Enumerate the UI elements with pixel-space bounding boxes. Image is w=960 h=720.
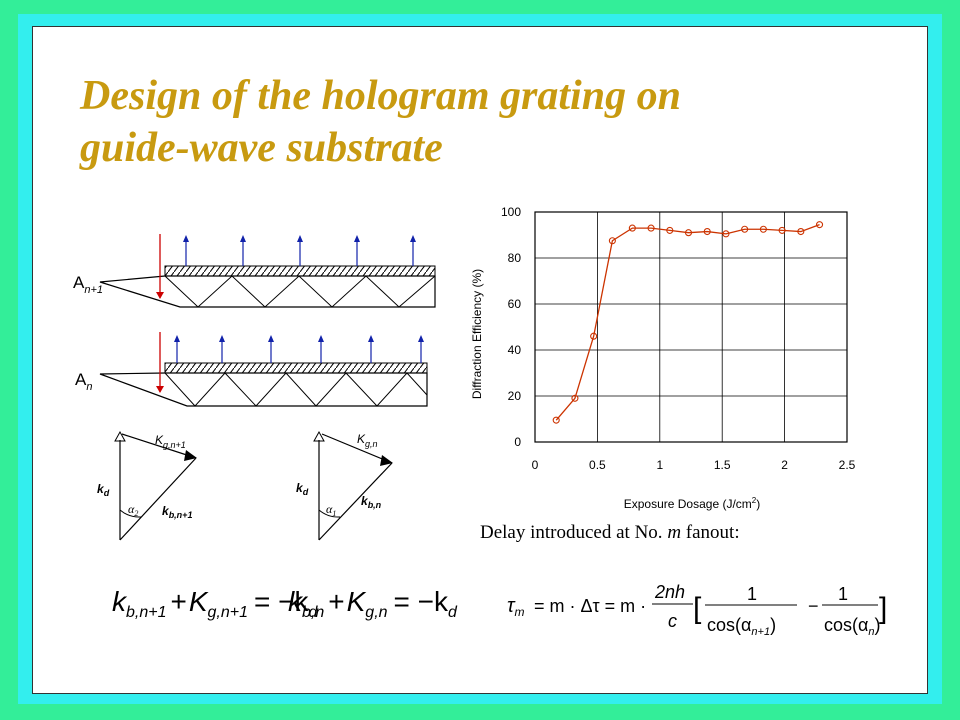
tri1-kg-label: Kg,n+1	[155, 433, 186, 450]
title-line-1: Design of the hologram grating on	[80, 73, 681, 119]
tri1-angle-arc	[119, 509, 142, 518]
chart-data-point	[797, 228, 805, 236]
upper-substrate	[99, 275, 436, 308]
upper-input-arrowhead	[156, 292, 164, 299]
tri1-kg-arrowhead	[184, 450, 197, 461]
lower-waveguide: An	[75, 332, 428, 407]
lower-output-arrowheads	[174, 335, 424, 342]
caption-variable: m	[667, 522, 682, 543]
eq3-denominator: c	[668, 611, 677, 631]
eq3-mid: = m · Δτ = m ·	[534, 596, 646, 616]
eq1-text: kb,n+1 +Kg,n+1 = −kd	[112, 586, 319, 621]
chart-data-point	[759, 225, 767, 233]
chart-x-axis-label: Exposure Dosage (J/cm2)	[624, 496, 761, 511]
tri2-kd-label: kd	[296, 481, 309, 497]
chart-data-point	[684, 229, 693, 237]
tri2-kd-arrowhead	[313, 430, 325, 442]
chart-data-point	[722, 230, 730, 238]
chart-data-point	[666, 226, 674, 234]
chart-y-tick-label: 40	[508, 343, 522, 357]
eq3-tau: τm	[507, 595, 524, 619]
label-a-n1: An+1	[73, 273, 103, 296]
chart-data-point	[703, 228, 711, 236]
chart-grid	[534, 211, 848, 443]
chart-data-point	[590, 332, 598, 340]
chart-y-tick-label: 20	[508, 389, 522, 403]
eq3-left-bracket: [	[693, 592, 702, 625]
eq3-one-right: 1	[838, 584, 848, 604]
chart-plot-frame	[534, 211, 848, 443]
tri1-kg-vector	[121, 433, 197, 459]
eq3-numerator: 2nh	[654, 582, 685, 602]
chart-ticks: 0 0.5 1 1.5 2 2.5 0 20 40 60 80 100	[501, 205, 856, 472]
slide-content-area	[32, 26, 928, 694]
chart-x-tick-label: 1	[656, 458, 663, 472]
chart-y-tick-label: 100	[501, 205, 521, 219]
equation-1: kb,n+1 +Kg,n+1 = −kd	[112, 586, 319, 621]
chart-series	[552, 221, 824, 424]
chart-x-tick-label: 2.5	[839, 458, 856, 472]
tri1-kd-arrowhead	[114, 430, 126, 442]
chart-y-tick-label: 0	[514, 435, 521, 449]
chart-data-point	[628, 224, 636, 232]
title-line-2: guide-wave substrate	[80, 125, 443, 171]
tri2-kg-label: Kg,n	[357, 432, 378, 449]
vector-triangle-1: Kg,n+1 kd kb,n+1 α2	[97, 430, 197, 541]
tri2-kb-label: kb,n	[361, 494, 382, 510]
chart-x-tick-label: 1.5	[714, 458, 731, 472]
delay-caption: Delay introduced at No. m fanout:	[480, 522, 740, 544]
eq3-one-left: 1	[747, 584, 757, 604]
chart-data-point	[815, 221, 824, 229]
tri1-alpha-label: α2	[128, 502, 138, 518]
equation-delay: τm = m · Δτ = m · 2nh c [ 1 cos(αn+1) − …	[507, 582, 887, 638]
eq3-cos-right: cos(αn)	[824, 615, 881, 638]
caption-suffix: fanout:	[681, 522, 740, 543]
chart-data-point	[571, 394, 579, 402]
equation-2: kb,n +Kg,n = −kd	[288, 586, 458, 621]
lower-input-arrowhead	[156, 386, 164, 393]
lower-zigzag	[164, 372, 428, 407]
chart-x-tick-label: 0	[532, 458, 539, 472]
chart-data-point	[552, 416, 560, 424]
label-a-n: An	[75, 370, 92, 393]
chart-x-tick-label: 2	[781, 458, 788, 472]
tri2-angle-arc	[318, 509, 341, 518]
upper-zigzag	[164, 275, 436, 308]
tri2-kb-vector	[318, 462, 393, 541]
tri2-alpha-label: α1	[326, 502, 336, 518]
chart-y-tick-label: 80	[508, 251, 522, 265]
eq3-cos-left: cos(αn+1)	[707, 615, 776, 638]
upper-output-arrowheads	[183, 235, 416, 242]
chart-data-point	[778, 226, 786, 234]
chart-data-point	[647, 224, 655, 232]
upper-waveguide: An+1	[73, 234, 436, 308]
chart-data-point	[608, 237, 616, 245]
tri1-kb-vector	[119, 457, 197, 541]
tri1-kd-label: kd	[97, 482, 110, 498]
upper-output-rays	[185, 240, 414, 266]
caption-prefix: Delay introduced at No.	[480, 522, 668, 543]
lower-output-rays	[176, 340, 422, 363]
vector-triangle-2: Kg,n kd kb,n α1	[296, 430, 393, 541]
slide-title: Design of the hologram grating on guide-…	[80, 70, 840, 174]
tri2-kg-vector	[321, 433, 393, 464]
chart-series-line	[555, 224, 820, 421]
lower-substrate	[99, 372, 428, 407]
eq3-right-bracket: ]	[879, 592, 887, 625]
eq3-minus: −	[808, 596, 819, 616]
chart-data-point	[741, 225, 749, 233]
tri2-kg-arrowhead	[380, 455, 393, 466]
chart-y-tick-label: 60	[508, 297, 522, 311]
eq2-text: kb,n +Kg,n = −kd	[288, 586, 458, 621]
chart-x-tick-label: 0.5	[589, 458, 606, 472]
chart-y-axis-label: Diffraction Efficiency (%)	[470, 269, 484, 399]
tri1-kb-label: kb,n+1	[162, 504, 192, 520]
